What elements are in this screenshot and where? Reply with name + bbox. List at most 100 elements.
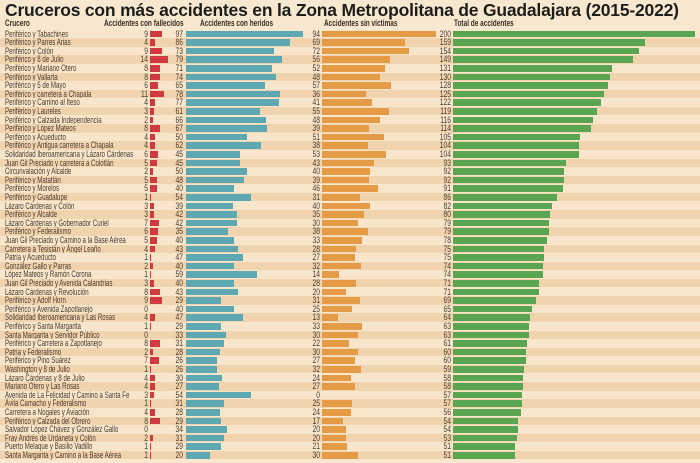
table-row: Santa Margarita y Camino a la Base Aérea… <box>0 450 700 460</box>
heridos-bar <box>186 133 247 141</box>
sin-victimas-bar <box>322 288 347 296</box>
sin-victimas-value-label: 25 <box>312 303 320 314</box>
total-value-label: 58 <box>443 381 451 392</box>
fallecidos-bar <box>150 90 165 98</box>
fallecidos-bar <box>150 357 160 365</box>
table-row: Periférico y Alcalde 3 42 35 80 <box>0 209 700 220</box>
fallecidos-bar <box>150 168 153 175</box>
fallecidos-value-label: 7 <box>144 217 148 228</box>
total-bar <box>453 357 526 365</box>
fallecidos-bar <box>150 279 154 287</box>
heridos-bar <box>186 185 235 193</box>
header-sin-victimas: Accidentes sin víctimas <box>324 18 398 28</box>
sin-victimas-value-label: 56 <box>312 54 320 65</box>
sin-victimas-bar <box>322 236 362 244</box>
total-value-label: 54 <box>443 415 451 426</box>
sin-victimas-value-label: 43 <box>312 157 320 168</box>
fallecidos-value-label: 2 <box>144 346 148 357</box>
heridos-bar <box>186 56 282 64</box>
fallecidos-value-label: 1 <box>144 441 148 452</box>
sin-victimas-value-label: 69 <box>312 37 320 48</box>
crucero-label: Circunvalación y Alcalde <box>5 166 72 177</box>
total-bar <box>453 236 548 244</box>
sin-victimas-value-label: 24 <box>312 372 320 383</box>
heridos-bar <box>186 348 220 356</box>
heridos-value-label: 47 <box>175 252 183 263</box>
fallecidos-value-label: 8 <box>144 62 148 73</box>
sin-victimas-value-label: 27 <box>312 355 320 366</box>
heridos-value-label: 59 <box>175 269 183 280</box>
sin-victimas-bar <box>322 82 391 89</box>
sin-victimas-value-label: 57 <box>312 80 320 91</box>
sin-victimas-value-label: 94 <box>312 28 320 39</box>
total-bar <box>453 279 539 287</box>
table-row: Juan Gil Preciado y Camino a la Base Aér… <box>0 234 700 245</box>
fallecidos-bar <box>150 434 153 442</box>
total-value-label: 104 <box>439 148 451 159</box>
heridos-value-label: 40 <box>175 183 183 194</box>
total-bar <box>453 314 531 322</box>
sin-victimas-bar <box>322 99 372 107</box>
heridos-value-label: 40 <box>175 260 183 271</box>
fallecidos-bar <box>150 400 152 408</box>
crucero-label: Periférico y Colón <box>5 45 54 56</box>
total-value-label: 122 <box>439 97 451 108</box>
heridos-value-label: 28 <box>175 346 183 357</box>
fallecidos-bar <box>150 99 156 107</box>
total-bar <box>453 245 544 253</box>
fallecidos-value-label: 0 <box>144 303 148 314</box>
table-row: Patria y Acueducto 1 47 27 75 <box>0 252 700 263</box>
fallecidos-value-label: 9 <box>144 295 148 306</box>
table-row: Juan Gil Preciado y Avenida Calandrias 3 4… <box>0 278 700 288</box>
crucero-label: Juan Gil Preciado y Camino a la Base Aér… <box>5 234 126 245</box>
table-row: Lázaro Cárdenas y 8 de Julio 4 30 24 58 <box>0 372 700 383</box>
crucero-label: Periférico y Morelos <box>5 183 60 194</box>
total-value-label: 79 <box>443 226 451 237</box>
heridos-value-label: 42 <box>175 217 183 228</box>
fallecidos-bar <box>150 314 156 322</box>
crucero-label: Periférico y Mariano Otero <box>5 62 77 73</box>
fallecidos-bar <box>150 365 152 373</box>
sin-victimas-bar <box>322 219 359 227</box>
crucero-label: Carretera a Tesistán y Ángel Leaño <box>5 243 101 254</box>
sin-victimas-bar <box>322 357 355 365</box>
table-row: Periférico y carretera a Chapala 11 78 36 12… <box>0 89 700 99</box>
sin-victimas-value-label: 22 <box>312 338 320 349</box>
crucero-label: Periférico y 8 de Julio <box>5 54 64 65</box>
total-bar <box>453 82 608 89</box>
fallecidos-bar <box>150 417 161 425</box>
fallecidos-bar <box>150 443 152 451</box>
fallecidos-bar <box>150 176 157 184</box>
heridos-bar <box>186 159 241 167</box>
crucero-label: Periférico y Antigua carretera a Chapala <box>5 140 114 151</box>
sin-victimas-bar <box>322 90 366 98</box>
fallecidos-value-label: 4 <box>144 131 148 142</box>
sin-victimas-value-label: 35 <box>312 209 320 220</box>
total-bar <box>453 30 695 38</box>
sin-victimas-bar <box>322 245 356 253</box>
sin-victimas-bar <box>322 314 338 322</box>
sin-victimas-bar <box>322 142 368 150</box>
sin-victimas-bar <box>322 279 356 287</box>
fallecidos-bar <box>150 236 157 244</box>
heridos-value-label: 27 <box>175 381 183 392</box>
sin-victimas-bar <box>322 451 359 459</box>
total-bar <box>453 254 544 261</box>
sin-victimas-bar <box>322 56 390 64</box>
heridos-bar <box>186 408 220 416</box>
heridos-value-label: 33 <box>175 329 183 340</box>
heridos-value-label: 29 <box>175 441 183 452</box>
total-bar <box>453 434 518 442</box>
sin-victimas-value-label: 33 <box>312 234 320 245</box>
table-row: Periférico y Camino al Iteso 4 77 41 122 <box>0 97 700 108</box>
total-bar <box>453 39 646 46</box>
sin-victimas-bar <box>322 400 353 408</box>
total-bar <box>453 73 611 81</box>
heridos-bar <box>186 426 228 433</box>
total-bar <box>453 125 591 132</box>
heridos-bar <box>186 374 223 382</box>
total-value-label: 74 <box>443 269 451 280</box>
total-value-label: 114 <box>440 123 451 134</box>
total-bar <box>453 443 515 451</box>
total-bar <box>453 305 532 313</box>
